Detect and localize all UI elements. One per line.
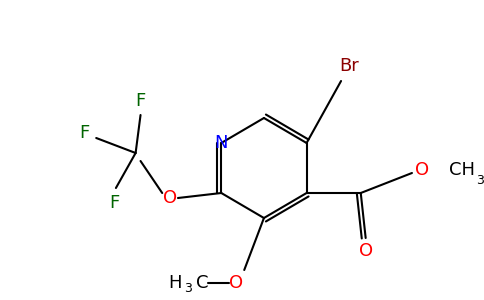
Text: O: O <box>415 161 429 179</box>
Text: O: O <box>359 242 373 260</box>
Text: H: H <box>168 274 182 292</box>
Text: 3: 3 <box>476 175 484 188</box>
Text: F: F <box>109 194 119 212</box>
Text: Br: Br <box>339 57 359 75</box>
Text: O: O <box>229 274 243 292</box>
Text: CH: CH <box>449 161 475 179</box>
Text: F: F <box>79 124 90 142</box>
Text: 3: 3 <box>184 283 192 296</box>
Text: N: N <box>214 134 228 152</box>
Text: O: O <box>163 189 177 207</box>
Text: C: C <box>196 274 208 292</box>
Text: F: F <box>136 92 146 110</box>
